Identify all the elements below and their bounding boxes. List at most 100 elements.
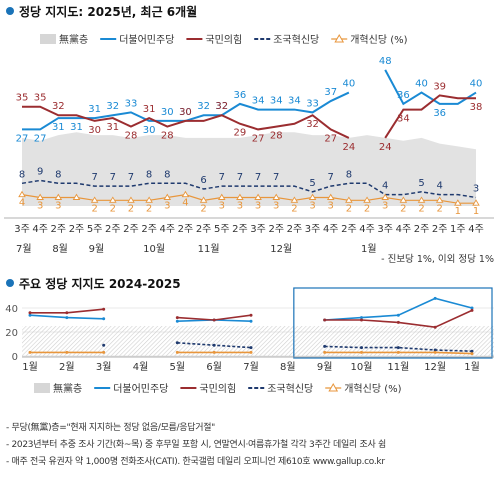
x-tick-week: 1주: [450, 224, 466, 235]
point-reform: [290, 196, 299, 203]
x-tick-week: 3주: [14, 224, 30, 235]
point-reform: [217, 193, 226, 200]
x-tick-week: 2주: [196, 224, 212, 235]
x-tick-week: 2주: [287, 224, 303, 235]
x-tick-month: 7월: [243, 361, 259, 373]
label-rebuilding-korea: 3: [473, 183, 479, 194]
label-rebuilding-korea: 9: [37, 166, 43, 177]
series-line-rebuilding-korea: [21, 179, 477, 199]
x-tick-month: 10월: [143, 243, 165, 255]
title-bullet-icon: [6, 279, 14, 287]
point-rebuilding-korea: [360, 346, 363, 350]
point-reform: [54, 193, 63, 200]
label-ppp: 24: [379, 142, 392, 153]
label-reform: 2: [346, 203, 352, 214]
label-reform: 3: [164, 200, 170, 211]
note-line-1: - 무당(無黨)층="현재 지지하는 정당 없음/모름/응답거절": [6, 423, 216, 433]
x-tick-week: 4주: [359, 224, 375, 235]
point-reform: [145, 196, 153, 203]
point-ppp: [249, 313, 253, 317]
label-democratic: 37: [324, 87, 337, 98]
label-rebuilding-korea: 7: [273, 172, 279, 183]
x-tick-month: 1월: [464, 361, 480, 373]
x-tick-week: 4주: [32, 224, 48, 235]
label-democratic: 30: [143, 125, 156, 136]
x-tick-month: 11월: [387, 361, 409, 373]
point-rebuilding-korea: [212, 343, 216, 347]
x-tick-week: 2주: [51, 224, 67, 235]
legend-label-4: 개혁신당 (%): [350, 34, 407, 46]
title-bullet-icon: [6, 7, 14, 15]
point-reform: [472, 199, 480, 206]
point-reform: [127, 196, 135, 203]
label-rebuilding-korea: 7: [110, 172, 116, 183]
label-rebuilding-korea: 8: [19, 169, 25, 180]
x-tick-week: 2주: [414, 224, 430, 235]
label-democratic: 34: [270, 96, 283, 107]
point-reform: [181, 190, 190, 198]
y-tick-label: 20: [5, 328, 18, 339]
point-ppp: [396, 320, 400, 324]
point-reform: [399, 196, 408, 203]
point-rebuilding-korea: [175, 341, 179, 345]
label-democratic: 31: [88, 104, 101, 115]
label-ppp: 32: [215, 101, 228, 112]
point-democratic: [470, 306, 474, 310]
point-reform: [109, 196, 117, 203]
label-democratic: 36: [397, 90, 410, 101]
x-tick-month: 4월: [133, 361, 149, 373]
label-reform: 2: [418, 203, 424, 214]
label-ppp: 34: [397, 114, 410, 125]
legend-label-3: 조국혁신당: [267, 383, 313, 395]
point-reform: [326, 193, 335, 200]
point-ppp: [102, 307, 106, 311]
x-tick-week: 4주: [323, 224, 339, 235]
label-ppp: 32: [52, 101, 65, 112]
top-chart-footnote: - 진보당 1%, 이외 정당 1%: [381, 254, 494, 265]
x-tick-month: 2월: [59, 361, 75, 373]
recent-period-highlight: [293, 287, 493, 359]
label-democratic: 40: [415, 79, 428, 90]
y-tick-label: 40: [5, 304, 18, 315]
legend-label-4: 개혁신당 (%): [344, 383, 401, 395]
label-rebuilding-korea: 4: [382, 181, 388, 192]
point-reform: [454, 199, 462, 206]
label-rebuilding-korea: 7: [237, 172, 243, 183]
point-democratic: [175, 319, 179, 323]
note-line-3: - 매주 전국 유권자 약 1,000명 전화조사(CATI). 한국갤럽 데일…: [6, 457, 385, 467]
point-reform: [381, 193, 389, 200]
x-tick-week: 2주: [69, 224, 85, 235]
point-ppp: [212, 318, 216, 322]
label-ppp: 27: [324, 133, 337, 144]
label-democratic: 31: [70, 122, 83, 133]
point-democratic: [360, 316, 363, 320]
x-tick-month: 5월: [170, 361, 186, 373]
label-democratic: 31: [52, 122, 65, 133]
point-reform: [28, 350, 32, 354]
label-democratic: 30: [179, 107, 192, 118]
label-democratic: 40: [343, 79, 356, 90]
point-democratic: [28, 313, 32, 317]
label-reform: 2: [91, 203, 97, 214]
legend-label-0: 無黨층: [59, 33, 88, 46]
point-reform: [435, 196, 444, 203]
point-ppp: [175, 316, 179, 320]
point-reform: [323, 350, 327, 354]
label-reform: 1: [473, 206, 479, 217]
legend-marker-4: [334, 33, 345, 43]
x-tick-month: 6월: [206, 361, 222, 373]
point-democratic: [396, 313, 400, 317]
legend-label-1: 더불어민주당: [119, 34, 174, 46]
x-tick-week: 4주: [159, 224, 175, 235]
label-ppp: 31: [106, 122, 119, 133]
label-ppp: 24: [343, 142, 356, 153]
x-tick-month: 12월: [270, 243, 292, 255]
label-ppp: 30: [88, 125, 101, 136]
label-rebuilding-korea: 7: [91, 172, 97, 183]
point-reform: [36, 193, 44, 200]
label-ppp: 35: [16, 93, 29, 104]
label-reform: 3: [255, 200, 261, 211]
label-democratic: 34: [288, 96, 301, 107]
x-tick-month: 8월: [52, 243, 68, 255]
point-reform: [163, 193, 172, 200]
